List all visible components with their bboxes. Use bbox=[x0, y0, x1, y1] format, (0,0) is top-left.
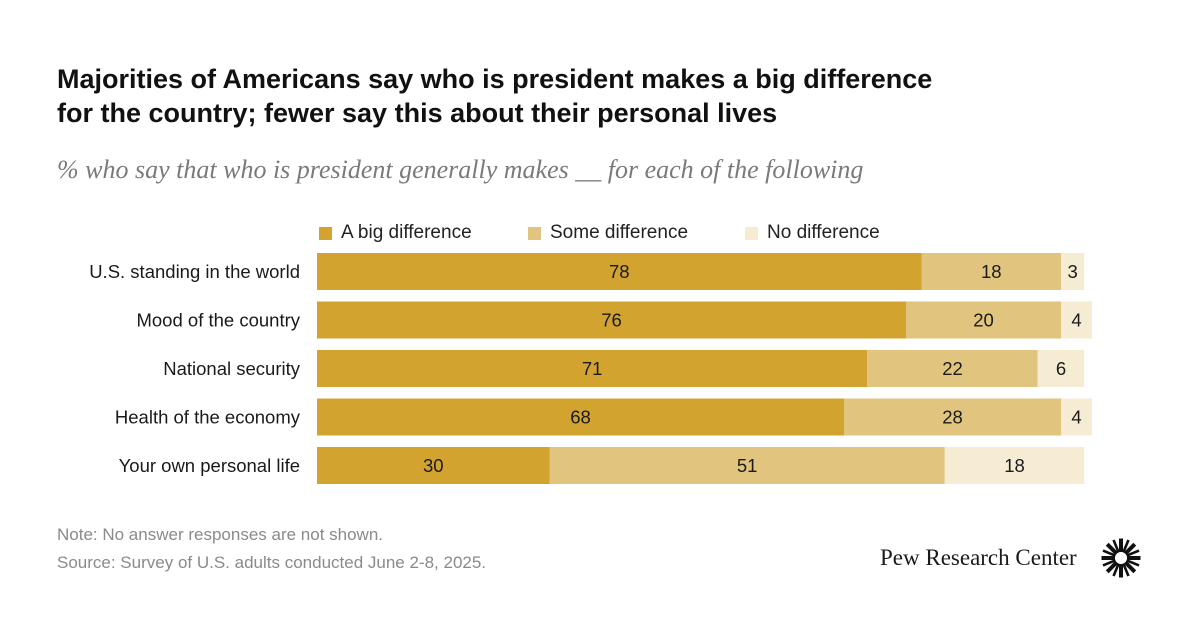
value-label-national-security-a-big-difference: 71 bbox=[582, 358, 603, 379]
legend-label-no-difference: No difference bbox=[767, 222, 880, 243]
chart-title-line-2: for the country; fewer say this about th… bbox=[57, 98, 778, 128]
legend-label-some-difference: Some difference bbox=[550, 222, 689, 243]
bar-your-own-personal-life-no-difference bbox=[944, 447, 1085, 484]
sunburst-ray bbox=[1102, 549, 1116, 557]
sunburst-ray bbox=[1126, 559, 1140, 567]
legend-label-big-difference: A big difference bbox=[341, 222, 472, 243]
note-text: Note: No answer responses are not shown. bbox=[57, 525, 384, 544]
bar-u-s-standing-in-the-world-a-big-difference bbox=[317, 253, 922, 290]
sunburst-ray bbox=[1122, 563, 1130, 577]
value-label-health-of-the-economy-no-difference: 4 bbox=[1071, 407, 1081, 428]
bar-health-of-the-economy-some-difference bbox=[844, 398, 1061, 436]
value-label-mood-of-the-country-a-big-difference: 76 bbox=[601, 310, 622, 331]
value-label-national-security-no-difference: 6 bbox=[1056, 358, 1066, 379]
bar-mood-of-the-country-some-difference bbox=[906, 301, 1061, 339]
value-label-u-s-standing-in-the-world-a-big-difference: 78 bbox=[609, 261, 630, 282]
value-label-your-own-personal-life-some-difference: 51 bbox=[737, 455, 758, 476]
pew-sunburst-icon bbox=[1101, 538, 1141, 578]
chart-notes: Note: No answer responses are not shown.… bbox=[57, 521, 486, 577]
value-label-national-security-some-difference: 22 bbox=[942, 358, 963, 379]
source-text: Source: Survey of U.S. adults conducted … bbox=[57, 553, 487, 572]
value-label-health-of-the-economy-some-difference: 28 bbox=[942, 407, 963, 428]
value-label-u-s-standing-in-the-world-some-difference: 18 bbox=[981, 261, 1002, 282]
sunburst-ray bbox=[1112, 563, 1120, 577]
category-label-mood-of-the-country: Mood of the country bbox=[136, 310, 300, 331]
value-label-your-own-personal-life-a-big-difference: 30 bbox=[423, 455, 444, 476]
legend-swatch-no-difference bbox=[745, 227, 758, 240]
bar-mood-of-the-country-a-big-difference bbox=[317, 301, 906, 339]
category-label-national-security: National security bbox=[163, 358, 301, 379]
chart-subtitle: % who say that who is president generall… bbox=[57, 155, 864, 184]
sunburst-ray bbox=[1105, 542, 1119, 556]
brand-name: Pew Research Center bbox=[880, 545, 1077, 570]
bar-national-security-some-difference bbox=[867, 350, 1038, 387]
sunburst-ray bbox=[1126, 549, 1140, 557]
chart-title-line-1: Majorities of Americans say who is presi… bbox=[57, 64, 933, 94]
bar-health-of-the-economy-a-big-difference bbox=[317, 398, 844, 436]
sunburst-ray bbox=[1123, 560, 1137, 574]
bar-mood-of-the-country-no-difference bbox=[1061, 301, 1092, 339]
category-label-health-of-the-economy: Health of the economy bbox=[115, 407, 301, 428]
category-label-u-s-standing-in-the-world: U.S. standing in the world bbox=[89, 261, 300, 282]
value-label-health-of-the-economy-a-big-difference: 68 bbox=[570, 407, 591, 428]
bar-u-s-standing-in-the-world-some-difference bbox=[921, 253, 1061, 290]
bar-health-of-the-economy-no-difference bbox=[1061, 398, 1092, 436]
value-label-mood-of-the-country-some-difference: 20 bbox=[973, 310, 994, 331]
value-label-mood-of-the-country-no-difference: 4 bbox=[1071, 310, 1081, 331]
sunburst-ray bbox=[1102, 559, 1116, 567]
bar-your-own-personal-life-some-difference bbox=[549, 447, 945, 484]
value-label-u-s-standing-in-the-world-no-difference: 3 bbox=[1067, 261, 1077, 282]
sunburst-ray bbox=[1105, 560, 1119, 574]
bar-national-security-no-difference bbox=[1037, 350, 1085, 387]
bar-u-s-standing-in-the-world-no-difference bbox=[1061, 253, 1085, 290]
bar-your-own-personal-life-a-big-difference bbox=[317, 447, 550, 484]
legend-swatch-big-difference bbox=[319, 227, 332, 240]
bar-national-security-a-big-difference bbox=[317, 350, 868, 387]
value-label-your-own-personal-life-no-difference: 18 bbox=[1004, 455, 1025, 476]
sunburst-ray bbox=[1112, 539, 1120, 553]
chart-title: Majorities of Americans say who is presi… bbox=[57, 62, 1157, 130]
category-label-your-own-personal-life: Your own personal life bbox=[119, 455, 300, 476]
sunburst-ray bbox=[1122, 539, 1130, 553]
sunburst-ray bbox=[1123, 542, 1137, 556]
legend-swatch-some-difference bbox=[528, 227, 541, 240]
